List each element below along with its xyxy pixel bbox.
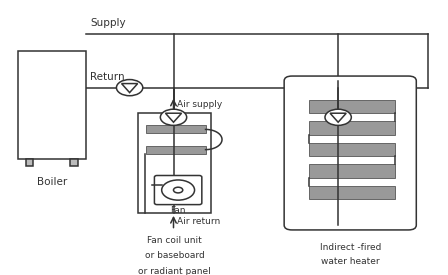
- FancyBboxPatch shape: [309, 143, 395, 156]
- Circle shape: [116, 79, 143, 96]
- FancyBboxPatch shape: [17, 51, 86, 159]
- Circle shape: [325, 109, 351, 125]
- Polygon shape: [121, 84, 138, 93]
- FancyBboxPatch shape: [146, 125, 206, 133]
- Text: Air return: Air return: [177, 217, 220, 226]
- Text: Fan: Fan: [170, 206, 186, 215]
- FancyBboxPatch shape: [26, 159, 34, 166]
- FancyBboxPatch shape: [138, 113, 211, 213]
- Text: Indirect -fired: Indirect -fired: [319, 243, 381, 252]
- Polygon shape: [330, 113, 346, 122]
- Circle shape: [173, 187, 183, 193]
- FancyBboxPatch shape: [309, 186, 395, 199]
- Text: or radiant panel: or radiant panel: [138, 267, 211, 275]
- FancyBboxPatch shape: [309, 164, 395, 178]
- Text: or baseboard: or baseboard: [145, 252, 204, 260]
- Circle shape: [162, 180, 194, 200]
- Text: Boiler: Boiler: [37, 177, 67, 186]
- FancyBboxPatch shape: [155, 175, 202, 205]
- Polygon shape: [165, 113, 181, 122]
- FancyBboxPatch shape: [284, 76, 416, 230]
- FancyBboxPatch shape: [309, 100, 395, 113]
- FancyBboxPatch shape: [70, 159, 78, 166]
- Text: Supply: Supply: [90, 18, 126, 28]
- Text: Fan coil unit: Fan coil unit: [147, 236, 202, 245]
- Circle shape: [160, 109, 187, 125]
- FancyBboxPatch shape: [309, 121, 395, 135]
- Text: Return: Return: [90, 72, 125, 82]
- Text: Air supply: Air supply: [177, 100, 222, 109]
- Text: water heater: water heater: [321, 257, 379, 266]
- FancyBboxPatch shape: [146, 145, 206, 154]
